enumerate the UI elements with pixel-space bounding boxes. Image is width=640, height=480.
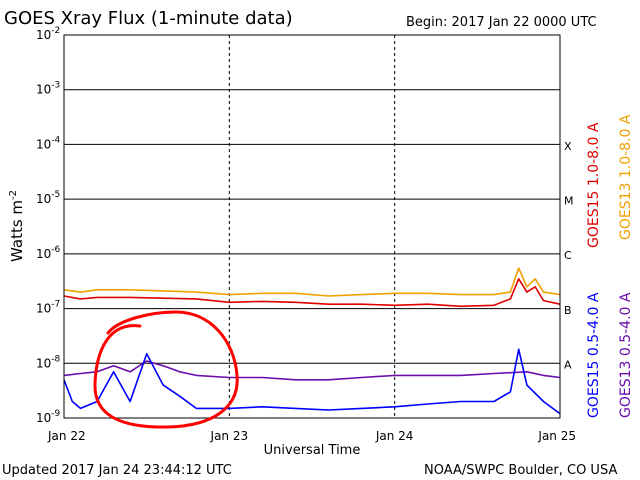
y-tick-label: 10-8 [36,354,61,370]
y-tick-label: 10-4 [36,135,61,151]
flare-class-label: A [564,359,572,372]
flare-class-labels: A B C M X [564,140,574,372]
flare-class-label: X [564,140,572,153]
legend-label: GOES13 1.0-8.0 A [618,114,634,240]
updated-timestamp: Updated 2017 Jan 24 23:44:12 UTC [2,463,232,478]
data-layer [63,267,561,415]
grid-layer [64,35,560,418]
flare-class-label: B [564,304,572,317]
x-tick-label: Jan 23 [210,429,249,443]
y-axis-label-main: Watts m [8,200,26,262]
x-tick-labels: Jan 22 Jan 23 Jan 24 Jan 25 [47,429,576,443]
flare-class-label: M [564,195,574,208]
chart-title: GOES Xray Flux (1-minute data) [4,8,293,29]
y-axis-label-sup: -2 [8,190,19,200]
y-tick-label: 10-5 [36,190,60,206]
legend-goes15-long: GOES15 1.0-8.0 A [586,122,602,248]
y-tick-label: 10-6 [36,245,61,261]
legend-label: GOES13 0.5-4.0 A [618,292,634,418]
legend-label: GOES15 1.0-8.0 A [586,122,602,248]
y-axis-label: Watts m-2 [8,190,26,262]
y-tick-label: 10-7 [36,300,60,316]
y-tick-label: 10-2 [36,26,60,42]
series-line [63,348,561,415]
credit: NOAA/SWPC Boulder, CO USA [424,463,617,478]
y-tick-label: 10-9 [36,409,61,425]
x-tick-label: Jan 24 [375,429,414,443]
plot-frame [63,34,561,419]
annotation-circle [93,310,239,429]
legend-goes15-short: GOES15 0.5-4.0 A [586,292,602,418]
legend-goes13-short: GOES13 0.5-4.0 A [618,292,634,418]
legend-label: GOES15 0.5-4.0 A [586,292,602,418]
y-tick-label: 10-3 [36,81,60,97]
series-line [63,360,561,381]
x-tick-label: Jan 22 [47,429,86,443]
y-tick-labels: 10-9 10-8 10-7 10-6 10-5 10-4 10-3 10-2 [36,26,61,425]
x-axis-label: Universal Time [264,443,361,458]
series-line [63,277,561,308]
x-tick-label: Jan 25 [537,429,576,443]
flare-class-label: C [564,249,572,262]
legend-goes13-long: GOES13 1.0-8.0 A [618,114,634,240]
series-line [63,267,561,297]
begin-time: Begin: 2017 Jan 22 0000 UTC [406,15,597,30]
